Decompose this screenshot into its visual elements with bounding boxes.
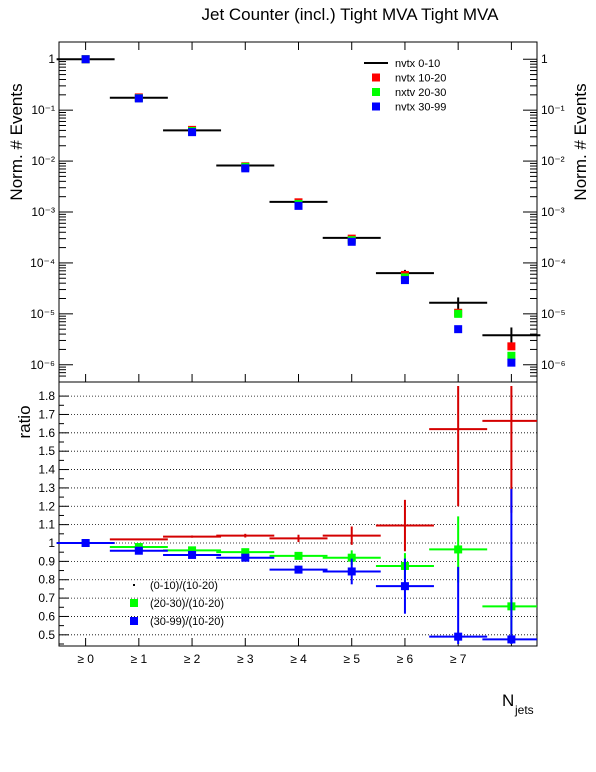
point-2 [454, 309, 463, 318]
y-tick-label: 10⁻⁴ [30, 256, 55, 270]
y-tick-label: 0.8 [38, 573, 55, 587]
ratio-point-1 [454, 545, 463, 554]
legend-label: (20-30)/(10-20) [150, 598, 224, 610]
ratio-legend: (0-10)/(10-20) (20-30)/(10-20) (30-99)/(10… [130, 580, 224, 628]
x-tick-label: ≥ 6 [397, 652, 414, 666]
legend-swatch [130, 599, 138, 607]
top-panel-marks [56, 55, 541, 367]
y-axis-label: Norm. # Events [7, 83, 26, 200]
top-frame-box [58, 41, 538, 383]
point-3 [241, 164, 250, 173]
legend-label: nxtv 20-30 [395, 87, 446, 99]
ratio-point-1 [347, 553, 356, 562]
x-tick-label: ≥ 3 [237, 652, 254, 666]
ratio-panel-frame: 0.5 0.6 0.7 0.8 0.9 1 1.1 1.2 1.3 1.4 1.5 1.6 1.7 1.8… [15, 381, 538, 717]
y-tick-label-right: 10⁻² [541, 154, 565, 168]
x-tick-label: ≥ 2 [184, 652, 201, 666]
y-tick-label-right: 10⁻⁶ [541, 358, 566, 372]
ratio-point-2 [347, 567, 356, 576]
ratio-point-2 [241, 553, 250, 562]
y-tick-label: 1.3 [38, 481, 55, 495]
y-tick-label: 10⁻¹ [31, 103, 55, 117]
ratio-y-axis-label: ratio [15, 405, 34, 438]
ratio-point-2 [454, 632, 463, 641]
ratio-point-1 [241, 548, 250, 557]
legend-swatch [372, 88, 380, 96]
y-tick-label: 1.4 [38, 463, 55, 477]
y-tick-label-right: 10⁻⁴ [541, 256, 566, 270]
point-2 [507, 351, 516, 360]
ratio-point-2 [507, 635, 516, 644]
x-tick-label: ≥ 5 [343, 652, 360, 666]
y-tick-label: 10⁻² [31, 154, 55, 168]
x-tick-label: ≥ 7 [450, 652, 467, 666]
ratio-panel-marks [56, 386, 537, 644]
y-tick-label-right: 10⁻³ [541, 205, 565, 219]
chart-title: Jet Counter (incl.) Tight MVA Tight MVA [202, 5, 500, 24]
y-tick-label: 1.7 [38, 407, 55, 421]
y-tick-label: 1.6 [38, 426, 55, 440]
point-3 [454, 325, 463, 334]
ratio-point-2 [188, 550, 197, 559]
ratio-point-1 [188, 546, 197, 555]
point-1 [507, 342, 516, 351]
y-tick-label: 1.2 [38, 499, 55, 513]
legend-label: nvtx 30-99 [395, 102, 446, 114]
point-3 [507, 358, 516, 367]
ratio-point-2 [294, 565, 303, 574]
point-3 [134, 94, 143, 103]
point-3 [188, 128, 197, 137]
legend-label: nvtx 0-10 [395, 58, 440, 70]
ratio-point-2 [400, 582, 409, 591]
x-axis-label-sub: jets [514, 703, 534, 717]
y-tick-label: 0.7 [38, 591, 55, 605]
top-legend: nvtx 0-10 nvtx 10-20 nxtv 20-30 nvtx 30-99 [364, 58, 446, 114]
y-tick-label: 10⁻³ [31, 205, 55, 219]
x-axis-label: N [502, 691, 514, 710]
legend-label: (30-99)/(10-20) [150, 616, 224, 628]
legend-label: nvtx 10-20 [395, 73, 446, 85]
point-3 [294, 201, 303, 210]
legend-swatch [372, 73, 380, 82]
y-tick-label: 0.9 [38, 554, 55, 568]
y-tick-label: 10⁻⁵ [30, 307, 55, 321]
y-tick-label: 1.1 [38, 518, 55, 532]
y-tick-label: 0.6 [38, 609, 55, 623]
y-tick-label: 1.5 [38, 444, 55, 458]
legend-swatch [372, 102, 380, 111]
y-tick-label: 0.5 [38, 628, 55, 642]
point-3 [347, 237, 356, 246]
y-tick-label-right: 10⁻¹ [541, 103, 565, 117]
ratio-point-2 [81, 539, 90, 548]
y-tick-label: 1 [48, 536, 55, 550]
x-tick-label: ≥ 4 [290, 652, 307, 666]
y-tick-label-right: 1 [541, 52, 548, 66]
legend-swatch [133, 584, 135, 586]
y-tick-label: 1 [48, 52, 55, 66]
y-axis-label-right: Norm. # Events [571, 83, 590, 200]
x-tick-label: ≥ 1 [131, 652, 148, 666]
y-tick-label: 10⁻⁶ [30, 358, 55, 372]
point-3 [400, 276, 409, 285]
legend-swatch [130, 617, 138, 625]
ratio-point-1 [294, 551, 303, 560]
legend-label: (0-10)/(10-20) [150, 580, 218, 592]
x-tick-label: ≥ 0 [77, 652, 94, 666]
point-3 [81, 55, 90, 64]
y-tick-label: 1.8 [38, 389, 55, 403]
top-panel-frame: 1 1 10⁻¹ 10⁻¹ 10⁻² 10⁻² 10⁻³ 10⁻³ 10⁻⁴ 10⁻⁴ 10⁻⁵ 10… [7, 41, 590, 383]
ratio-point-2 [134, 546, 143, 555]
y-tick-label-right: 10⁻⁵ [541, 307, 566, 321]
